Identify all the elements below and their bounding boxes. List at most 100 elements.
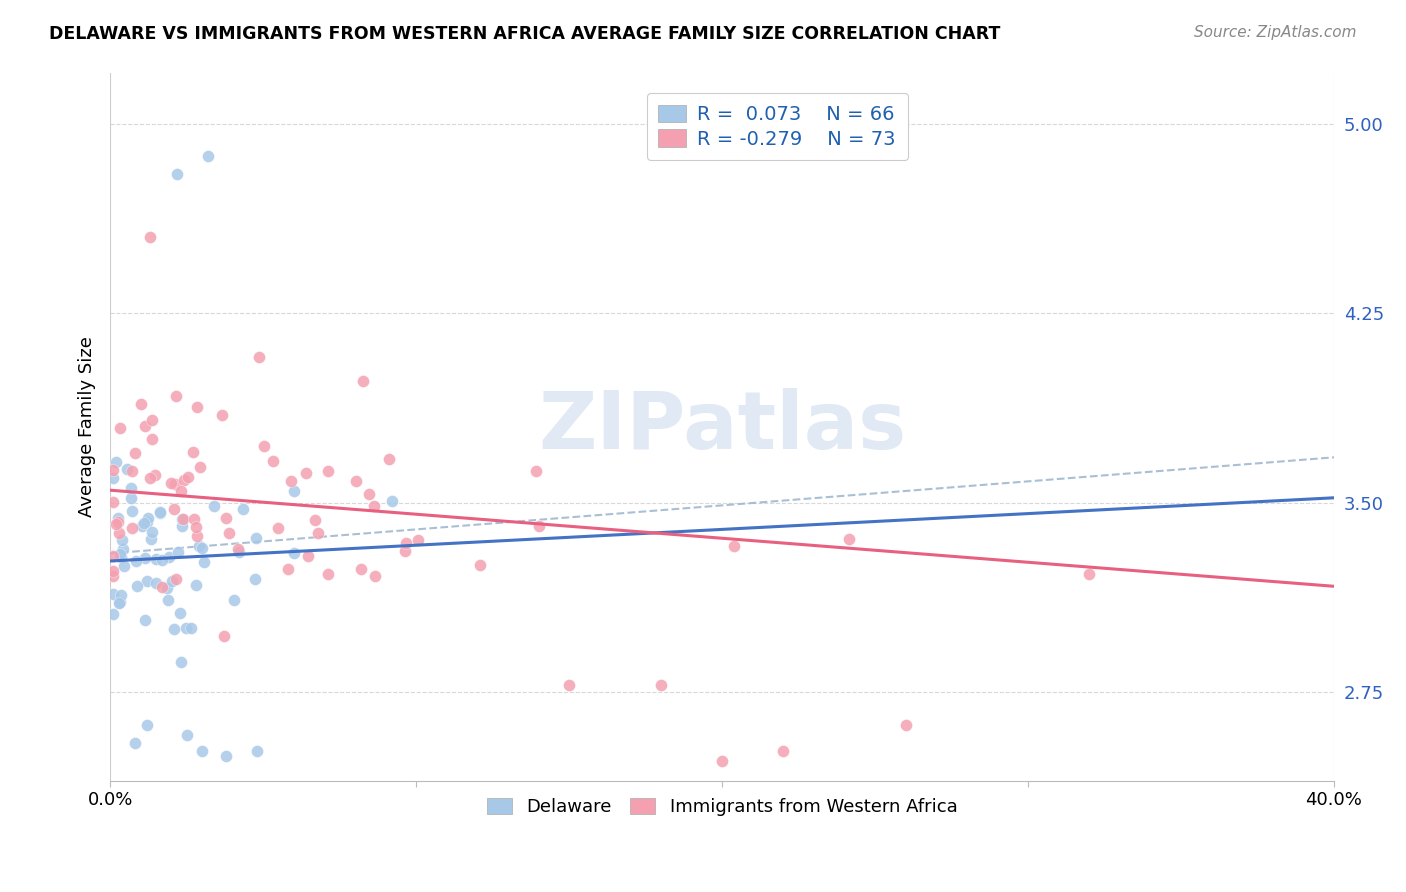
Point bbox=[145, 575, 167, 590]
Point bbox=[395, 536, 418, 550]
Point bbox=[110, 533, 132, 547]
Point bbox=[247, 350, 270, 364]
Point bbox=[283, 484, 305, 499]
Point bbox=[103, 463, 125, 477]
Point bbox=[132, 516, 155, 530]
Point bbox=[121, 464, 143, 478]
Point bbox=[108, 596, 131, 610]
Point bbox=[149, 506, 172, 520]
Point bbox=[103, 607, 125, 621]
Text: ZIPatlas: ZIPatlas bbox=[538, 388, 907, 466]
Point bbox=[124, 736, 146, 750]
Point bbox=[650, 678, 672, 692]
Point bbox=[232, 502, 254, 516]
Point bbox=[297, 549, 319, 563]
Point bbox=[262, 454, 284, 468]
Point bbox=[245, 532, 267, 546]
Point bbox=[170, 511, 193, 525]
Point bbox=[307, 526, 329, 541]
Point bbox=[316, 465, 339, 479]
Point bbox=[170, 655, 193, 669]
Point bbox=[163, 622, 186, 636]
Point bbox=[381, 494, 404, 508]
Point bbox=[110, 547, 132, 561]
Point bbox=[134, 419, 156, 434]
Point bbox=[136, 515, 159, 529]
Point bbox=[125, 554, 148, 568]
Point bbox=[121, 521, 143, 535]
Point bbox=[190, 541, 212, 555]
Point bbox=[350, 562, 373, 576]
Point bbox=[723, 539, 745, 553]
Point bbox=[112, 558, 135, 573]
Point bbox=[177, 469, 200, 483]
Point bbox=[167, 545, 190, 559]
Point bbox=[211, 408, 233, 422]
Point bbox=[103, 569, 125, 583]
Point bbox=[183, 512, 205, 526]
Point bbox=[267, 521, 290, 535]
Point bbox=[143, 468, 166, 483]
Point bbox=[524, 463, 547, 477]
Point bbox=[104, 455, 127, 469]
Point bbox=[172, 512, 194, 526]
Point bbox=[141, 413, 163, 427]
Point bbox=[115, 462, 138, 476]
Point bbox=[186, 529, 208, 543]
Point bbox=[468, 558, 491, 573]
Text: DELAWARE VS IMMIGRANTS FROM WESTERN AFRICA AVERAGE FAMILY SIZE CORRELATION CHART: DELAWARE VS IMMIGRANTS FROM WESTERN AFRI… bbox=[49, 25, 1001, 43]
Point bbox=[110, 550, 132, 565]
Point bbox=[134, 550, 156, 565]
Point bbox=[394, 544, 416, 558]
Point bbox=[141, 525, 163, 540]
Point bbox=[108, 421, 131, 435]
Point bbox=[141, 532, 163, 546]
Point bbox=[138, 510, 160, 524]
Point bbox=[159, 476, 181, 491]
Point bbox=[711, 754, 734, 768]
Point bbox=[107, 511, 129, 525]
Point bbox=[129, 397, 152, 411]
Point bbox=[139, 230, 162, 244]
Point bbox=[283, 545, 305, 559]
Point bbox=[163, 502, 186, 516]
Point bbox=[226, 541, 249, 556]
Point bbox=[103, 564, 125, 578]
Point bbox=[304, 513, 326, 527]
Point bbox=[104, 516, 127, 531]
Point bbox=[172, 519, 194, 533]
Point bbox=[135, 718, 157, 732]
Point bbox=[107, 515, 129, 529]
Point bbox=[212, 630, 235, 644]
Point bbox=[184, 519, 207, 533]
Point bbox=[157, 549, 180, 564]
Point bbox=[174, 621, 197, 635]
Point bbox=[157, 592, 180, 607]
Point bbox=[120, 491, 142, 506]
Point bbox=[176, 729, 198, 743]
Point bbox=[165, 389, 187, 403]
Point bbox=[166, 167, 188, 181]
Point bbox=[246, 744, 269, 758]
Point bbox=[363, 499, 385, 513]
Point bbox=[121, 504, 143, 518]
Point bbox=[150, 553, 173, 567]
Point bbox=[191, 744, 214, 758]
Point bbox=[181, 445, 204, 459]
Point bbox=[103, 471, 125, 485]
Point bbox=[149, 505, 172, 519]
Point bbox=[125, 579, 148, 593]
Point bbox=[186, 578, 208, 592]
Point bbox=[838, 533, 860, 547]
Point bbox=[103, 549, 125, 564]
Text: Source: ZipAtlas.com: Source: ZipAtlas.com bbox=[1194, 25, 1357, 40]
Point bbox=[193, 555, 215, 569]
Point bbox=[162, 574, 184, 588]
Y-axis label: Average Family Size: Average Family Size bbox=[79, 336, 96, 517]
Point bbox=[224, 593, 246, 607]
Point bbox=[357, 487, 380, 501]
Point bbox=[215, 748, 238, 763]
Point bbox=[145, 552, 167, 566]
Point bbox=[277, 561, 299, 575]
Point bbox=[364, 568, 387, 582]
